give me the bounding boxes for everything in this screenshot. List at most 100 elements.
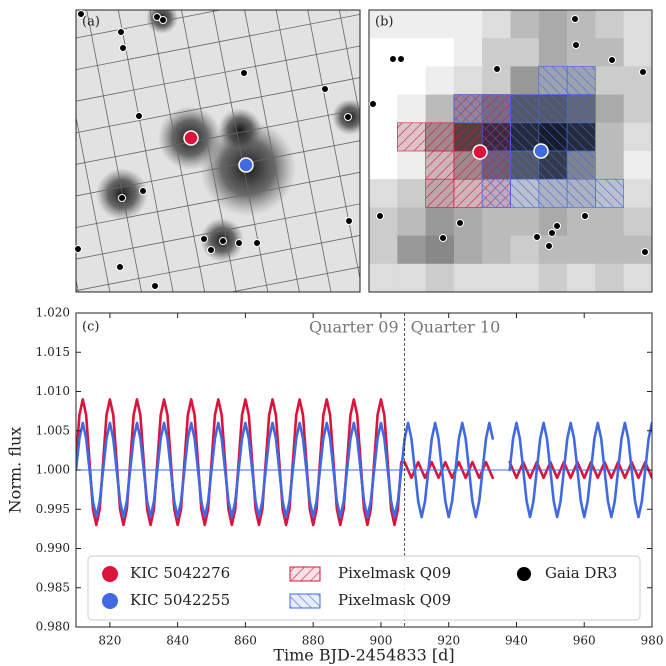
pixel-grid: [76, 10, 360, 127]
legend-marker: [517, 567, 531, 581]
pixel: [453, 38, 483, 67]
pixel: [538, 235, 568, 265]
mask-red: [425, 178, 455, 208]
pixel: [623, 66, 653, 96]
pixel: [567, 38, 596, 67]
pixel: [425, 207, 455, 237]
y-tick-label: 1.010: [36, 384, 70, 398]
panel-frame: [75, 9, 361, 293]
pixel: [510, 38, 540, 67]
legend-label: Pixelmask Q09: [338, 591, 451, 609]
pixel: [369, 151, 398, 180]
mask-blue: [566, 94, 596, 124]
pixel: [510, 235, 540, 265]
panel-label: (c): [82, 320, 99, 335]
pixel: [369, 263, 398, 293]
pixel: [397, 207, 427, 237]
pixel: [595, 151, 625, 180]
mask-red: [396, 122, 426, 152]
annotation: Quarter 09: [309, 318, 399, 337]
y-tick-label: 1.020: [36, 306, 70, 320]
mask-blue: [566, 178, 596, 208]
pixel: [510, 10, 540, 39]
x-tick-label: 900: [369, 634, 392, 648]
pixel-grid: [76, 10, 204, 292]
pixel: [369, 235, 398, 265]
pixel-grid: [0, 0, 21, 647]
pixel-grid: [76, 288, 360, 292]
pixel: [567, 10, 596, 39]
gaia-stars: [74, 10, 353, 290]
axes-frame: [75, 312, 653, 628]
pixel: [397, 151, 427, 180]
pixel-grid: [76, 136, 360, 292]
pixel: [595, 207, 625, 237]
y-tick-label: 0.985: [36, 580, 70, 594]
pixel: [623, 179, 653, 208]
legend-marker: [102, 593, 118, 609]
pixel-grid: [76, 10, 174, 292]
y-tick-label: 0.995: [36, 502, 70, 516]
pixel: [482, 235, 511, 265]
x-tick-label: 880: [302, 634, 325, 648]
pixel: [369, 179, 398, 208]
pixel: [453, 66, 483, 96]
mask-blue: [510, 150, 540, 180]
legend: [87, 555, 641, 621]
mask-blue: [538, 178, 568, 208]
target-red: [183, 130, 199, 146]
mask-red: [425, 122, 455, 152]
x-tick-label: 920: [437, 634, 460, 648]
pixel-grid: [76, 14, 360, 187]
panel-b: [369, 10, 653, 293]
pixel: [623, 263, 653, 293]
pixel: [397, 10, 427, 39]
mask-blue: [595, 178, 625, 208]
x-tick-label: 820: [98, 634, 121, 648]
y-tick-label: 1.015: [36, 345, 70, 359]
panel-frame: [368, 9, 653, 293]
pixel: [482, 38, 511, 67]
pixel: [623, 122, 653, 152]
pixel: [623, 151, 653, 180]
pixel: [623, 38, 653, 67]
pixel: [595, 122, 625, 152]
pixel: [595, 66, 625, 96]
pixel: [567, 263, 596, 293]
mask-blue: [538, 94, 568, 124]
mask-blue: [566, 150, 596, 180]
x-tick-label: 960: [573, 634, 596, 648]
pixel: [538, 38, 568, 67]
pixel: [623, 207, 653, 237]
pixel: [425, 10, 455, 39]
pixel: [510, 66, 540, 96]
mask-red: [425, 150, 455, 180]
mask-blue: [481, 94, 511, 124]
pixel: [538, 10, 568, 39]
panel-label: (a): [82, 15, 100, 30]
pixel: [595, 94, 625, 124]
pixel: [453, 263, 483, 293]
x-tick-label: 860: [234, 634, 257, 648]
gaia-stars: [369, 15, 649, 256]
legend-label: KIC 5042255: [130, 591, 230, 609]
legend-marker: [102, 566, 118, 582]
target-red: [472, 144, 488, 160]
pixel: [482, 10, 511, 39]
pixel: [538, 263, 568, 293]
mask-blue: [453, 94, 483, 124]
legend-marker: [289, 566, 321, 582]
pixel: [623, 10, 653, 39]
y-tick-label: 1.005: [36, 423, 70, 437]
pixel: [482, 207, 511, 237]
pixel: [397, 66, 427, 96]
y-tick-label: 1.000: [36, 463, 70, 477]
y-tick-label: 0.990: [36, 541, 70, 555]
mask-blue: [510, 178, 540, 208]
plot-clip: [76, 313, 652, 627]
pixel-grid: [76, 166, 360, 292]
mask-blue: [510, 122, 540, 152]
target-blue: [533, 143, 549, 159]
pixel-grid: [80, 10, 235, 292]
